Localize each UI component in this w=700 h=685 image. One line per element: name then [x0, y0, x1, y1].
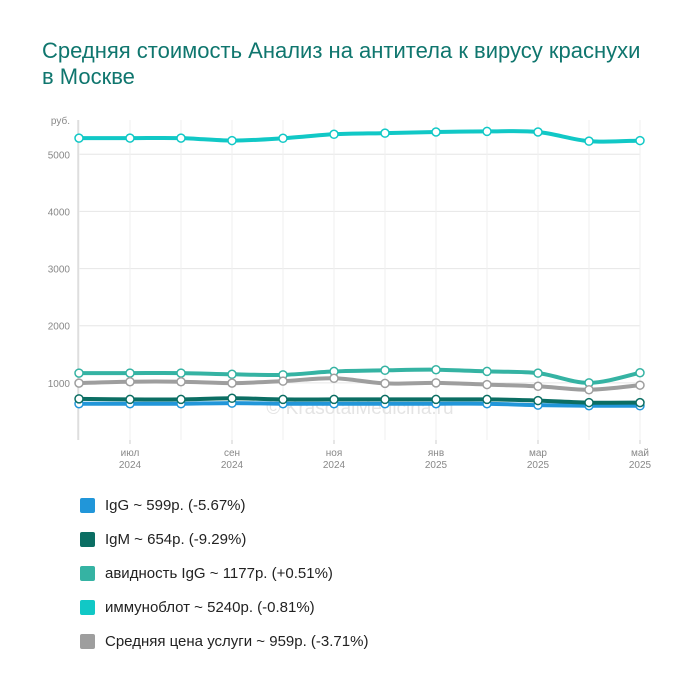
series-2-point — [227, 369, 237, 380]
series-4-point — [482, 379, 492, 390]
series-3-point — [329, 129, 339, 140]
series-1-point — [584, 397, 594, 408]
series-4-line — [77, 376, 642, 392]
x-tick-month-label: май — [631, 448, 649, 459]
series-2-point — [176, 368, 186, 378]
series-4-point — [329, 373, 339, 384]
axes: 10002000300040005000руб.июл2024сен2024но… — [48, 115, 652, 471]
series-2-point — [74, 368, 84, 378]
legend-swatch — [80, 599, 95, 615]
series-3-point — [635, 135, 645, 146]
series-2-point — [125, 368, 135, 378]
series-2-point — [431, 364, 441, 375]
series-3-point — [482, 126, 492, 137]
y-tick-label: 3000 — [48, 265, 71, 276]
series-3-point — [584, 136, 594, 146]
series-3-point — [176, 133, 186, 143]
series-1-point — [533, 395, 543, 406]
x-tick-month-label: июл — [121, 448, 140, 459]
series-1-point — [482, 394, 492, 405]
series-4-point — [533, 381, 543, 392]
legend-swatch — [80, 633, 95, 649]
series-1-point — [635, 397, 645, 408]
series-2-point — [635, 367, 645, 378]
series-4-point — [584, 384, 594, 395]
x-tick-year-label: 2024 — [221, 460, 244, 471]
series-4-group — [74, 373, 645, 395]
series-3-group — [74, 126, 645, 146]
series-2-point — [380, 365, 390, 376]
series-1-point — [227, 393, 237, 404]
series-3-line — [77, 129, 642, 144]
legend-item[interactable]: IgG ~ 599р. (-5.67%) — [80, 488, 368, 522]
series-0-line — [77, 401, 642, 408]
series-lines — [74, 126, 645, 411]
series-3-point — [431, 127, 441, 137]
series-4-point — [278, 376, 288, 386]
series-1-point — [176, 394, 186, 405]
y-tick-label: 2000 — [48, 322, 71, 333]
series-1-point — [278, 394, 288, 405]
legend-item[interactable]: авидность IgG ~ 1177р. (+0.51%) — [80, 556, 368, 590]
series-1-point — [125, 394, 135, 405]
series-4-point — [227, 378, 237, 388]
y-tick-label: 4000 — [48, 207, 71, 218]
x-tick-month-label: мар — [529, 448, 547, 459]
x-tick-year-label: 2025 — [527, 460, 550, 471]
legend-item[interactable]: иммуноблот ~ 5240р. (-0.81%) — [80, 590, 368, 624]
x-tick-month-label: сен — [224, 448, 240, 459]
series-1-point — [431, 394, 441, 405]
series-4-point — [380, 378, 390, 389]
y-unit-label: руб. — [51, 115, 70, 127]
x-tick-year-label: 2025 — [425, 460, 448, 471]
legend-label: авидность IgG ~ 1177р. (+0.51%) — [105, 564, 333, 582]
y-tick-label: 5000 — [48, 150, 71, 161]
x-tick-year-label: 2024 — [119, 460, 142, 471]
legend: IgG ~ 599р. (-5.67%) IgM ~ 654р. (-9.29%)… — [80, 488, 368, 658]
legend-item[interactable]: Средняя цена услуги ~ 959р. (-3.71%) — [80, 624, 368, 658]
series-1-point — [74, 394, 84, 404]
grid-lines — [78, 120, 641, 440]
series-2-group — [74, 364, 645, 388]
x-tick-month-label: ноя — [326, 448, 343, 459]
legend-label: иммуноблот ~ 5240р. (-0.81%) — [105, 598, 315, 616]
legend-item[interactable]: IgM ~ 654р. (-9.29%) — [80, 522, 368, 556]
series-4-point — [74, 378, 84, 388]
series-2-point — [533, 368, 543, 378]
series-3-point — [74, 133, 84, 143]
series-4-point — [176, 376, 186, 387]
legend-label: IgG ~ 599р. (-5.67%) — [105, 496, 246, 514]
series-1-point — [329, 394, 339, 405]
series-3-point — [125, 133, 135, 143]
x-tick-month-label: янв — [428, 448, 444, 459]
series-4-point — [431, 378, 441, 388]
legend-swatch — [80, 565, 95, 581]
series-1-group — [74, 393, 645, 408]
legend-swatch — [80, 497, 95, 513]
y-tick-label: 1000 — [48, 379, 71, 390]
series-4-point — [125, 376, 135, 387]
series-3-point — [278, 133, 288, 144]
legend-swatch — [80, 531, 95, 547]
chart-title: Средняя стоимость Анализ на антитела к в… — [42, 38, 641, 89]
line-chart: 10002000300040005000руб.июл2024сен2024но… — [48, 115, 652, 471]
series-3-point — [380, 128, 390, 138]
legend-label: Средняя цена услуги ~ 959р. (-3.71%) — [105, 632, 369, 650]
series-2-point — [482, 366, 492, 377]
series-3-point — [227, 135, 237, 146]
series-3-point — [533, 127, 543, 137]
series-1-point — [380, 394, 390, 405]
x-tick-year-label: 2024 — [323, 460, 346, 471]
x-tick-year-label: 2025 — [629, 460, 652, 471]
series-4-point — [635, 380, 645, 390]
legend-label: IgM ~ 654р. (-9.29%) — [105, 530, 247, 548]
